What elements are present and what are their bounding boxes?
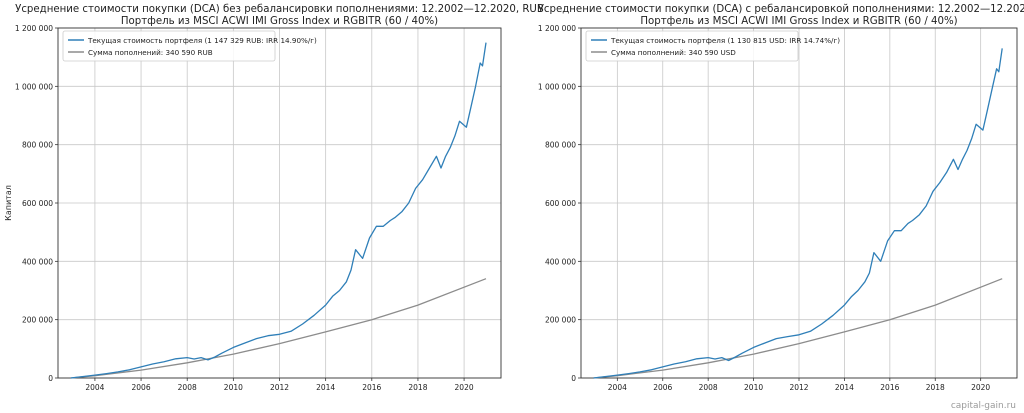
x-tick-label: 2020 xyxy=(455,383,474,392)
x-tick-label: 2014 xyxy=(835,383,854,392)
x-tick-label: 2012 xyxy=(270,383,289,392)
y-tick-label: 200 000 xyxy=(22,316,53,325)
y-tick-label: 600 000 xyxy=(545,199,576,208)
legend-box xyxy=(585,30,799,62)
y-axis-label: Капитал xyxy=(4,185,13,221)
x-tick-label: 2008 xyxy=(699,383,718,392)
chart-subtitle: Портфель из MSCI ACWI IMI Gross Index и … xyxy=(121,16,438,27)
x-tick-label: 2006 xyxy=(132,383,151,392)
x-tick-label: 2014 xyxy=(316,383,335,392)
watermark: capital-gain.ru xyxy=(950,401,1016,411)
x-tick-label: 2010 xyxy=(224,383,243,392)
legend-box xyxy=(62,30,276,62)
y-tick-label: 800 000 xyxy=(545,141,576,150)
chart-title: Усреднение стоимости покупки (DCA) с реб… xyxy=(538,4,1024,15)
y-tick-label: 1 200 000 xyxy=(15,24,53,33)
series-line xyxy=(593,278,1003,379)
y-tick-label: 0 xyxy=(571,374,576,383)
y-tick-label: 200 000 xyxy=(545,316,576,325)
series-line xyxy=(70,278,487,379)
x-tick-label: 2020 xyxy=(971,383,990,392)
y-tick-label: 1 000 000 xyxy=(538,82,576,91)
x-tick-label: 2016 xyxy=(880,383,899,392)
x-tick-label: 2006 xyxy=(653,383,672,392)
legend-entry: Сумма пополнений: 340 590 RUB xyxy=(88,48,213,57)
legend-entry: Сумма пополнений: 340 590 USD xyxy=(611,48,736,57)
y-tick-label: 1 000 000 xyxy=(15,82,53,91)
y-tick-label: 1 200 000 xyxy=(538,24,576,33)
y-tick-label: 0 xyxy=(48,374,53,383)
chart-panel-1: Усреднение стоимости покупки (DCA) без р… xyxy=(4,4,544,392)
y-tick-label: 400 000 xyxy=(22,257,53,266)
legend-entry: Текущая стоимость портфеля (1 147 329 RU… xyxy=(87,36,317,45)
x-tick-label: 2008 xyxy=(178,383,197,392)
x-tick-label: 2016 xyxy=(362,383,381,392)
x-tick-label: 2004 xyxy=(85,383,104,392)
x-tick-label: 2010 xyxy=(744,383,763,392)
y-tick-label: 600 000 xyxy=(22,199,53,208)
x-tick-label: 2018 xyxy=(926,383,945,392)
y-tick-label: 800 000 xyxy=(22,141,53,150)
chart-panel-2: Усреднение стоимости покупки (DCA) с реб… xyxy=(538,4,1024,392)
series-line xyxy=(593,48,1003,379)
legend-entry: Текущая стоимость портфеля (1 130 815 US… xyxy=(610,36,840,45)
plot-frame xyxy=(580,27,1018,379)
x-tick-label: 2018 xyxy=(408,383,427,392)
chart-title: Усреднение стоимости покупки (DCA) без р… xyxy=(15,4,544,15)
chart-subtitle: Портфель из MSCI ACWI IMI Gross Index и … xyxy=(640,16,957,27)
y-tick-label: 400 000 xyxy=(545,257,576,266)
x-tick-label: 2004 xyxy=(608,383,627,392)
x-tick-label: 2012 xyxy=(789,383,808,392)
plot-frame xyxy=(57,27,502,379)
series-line xyxy=(70,42,487,379)
